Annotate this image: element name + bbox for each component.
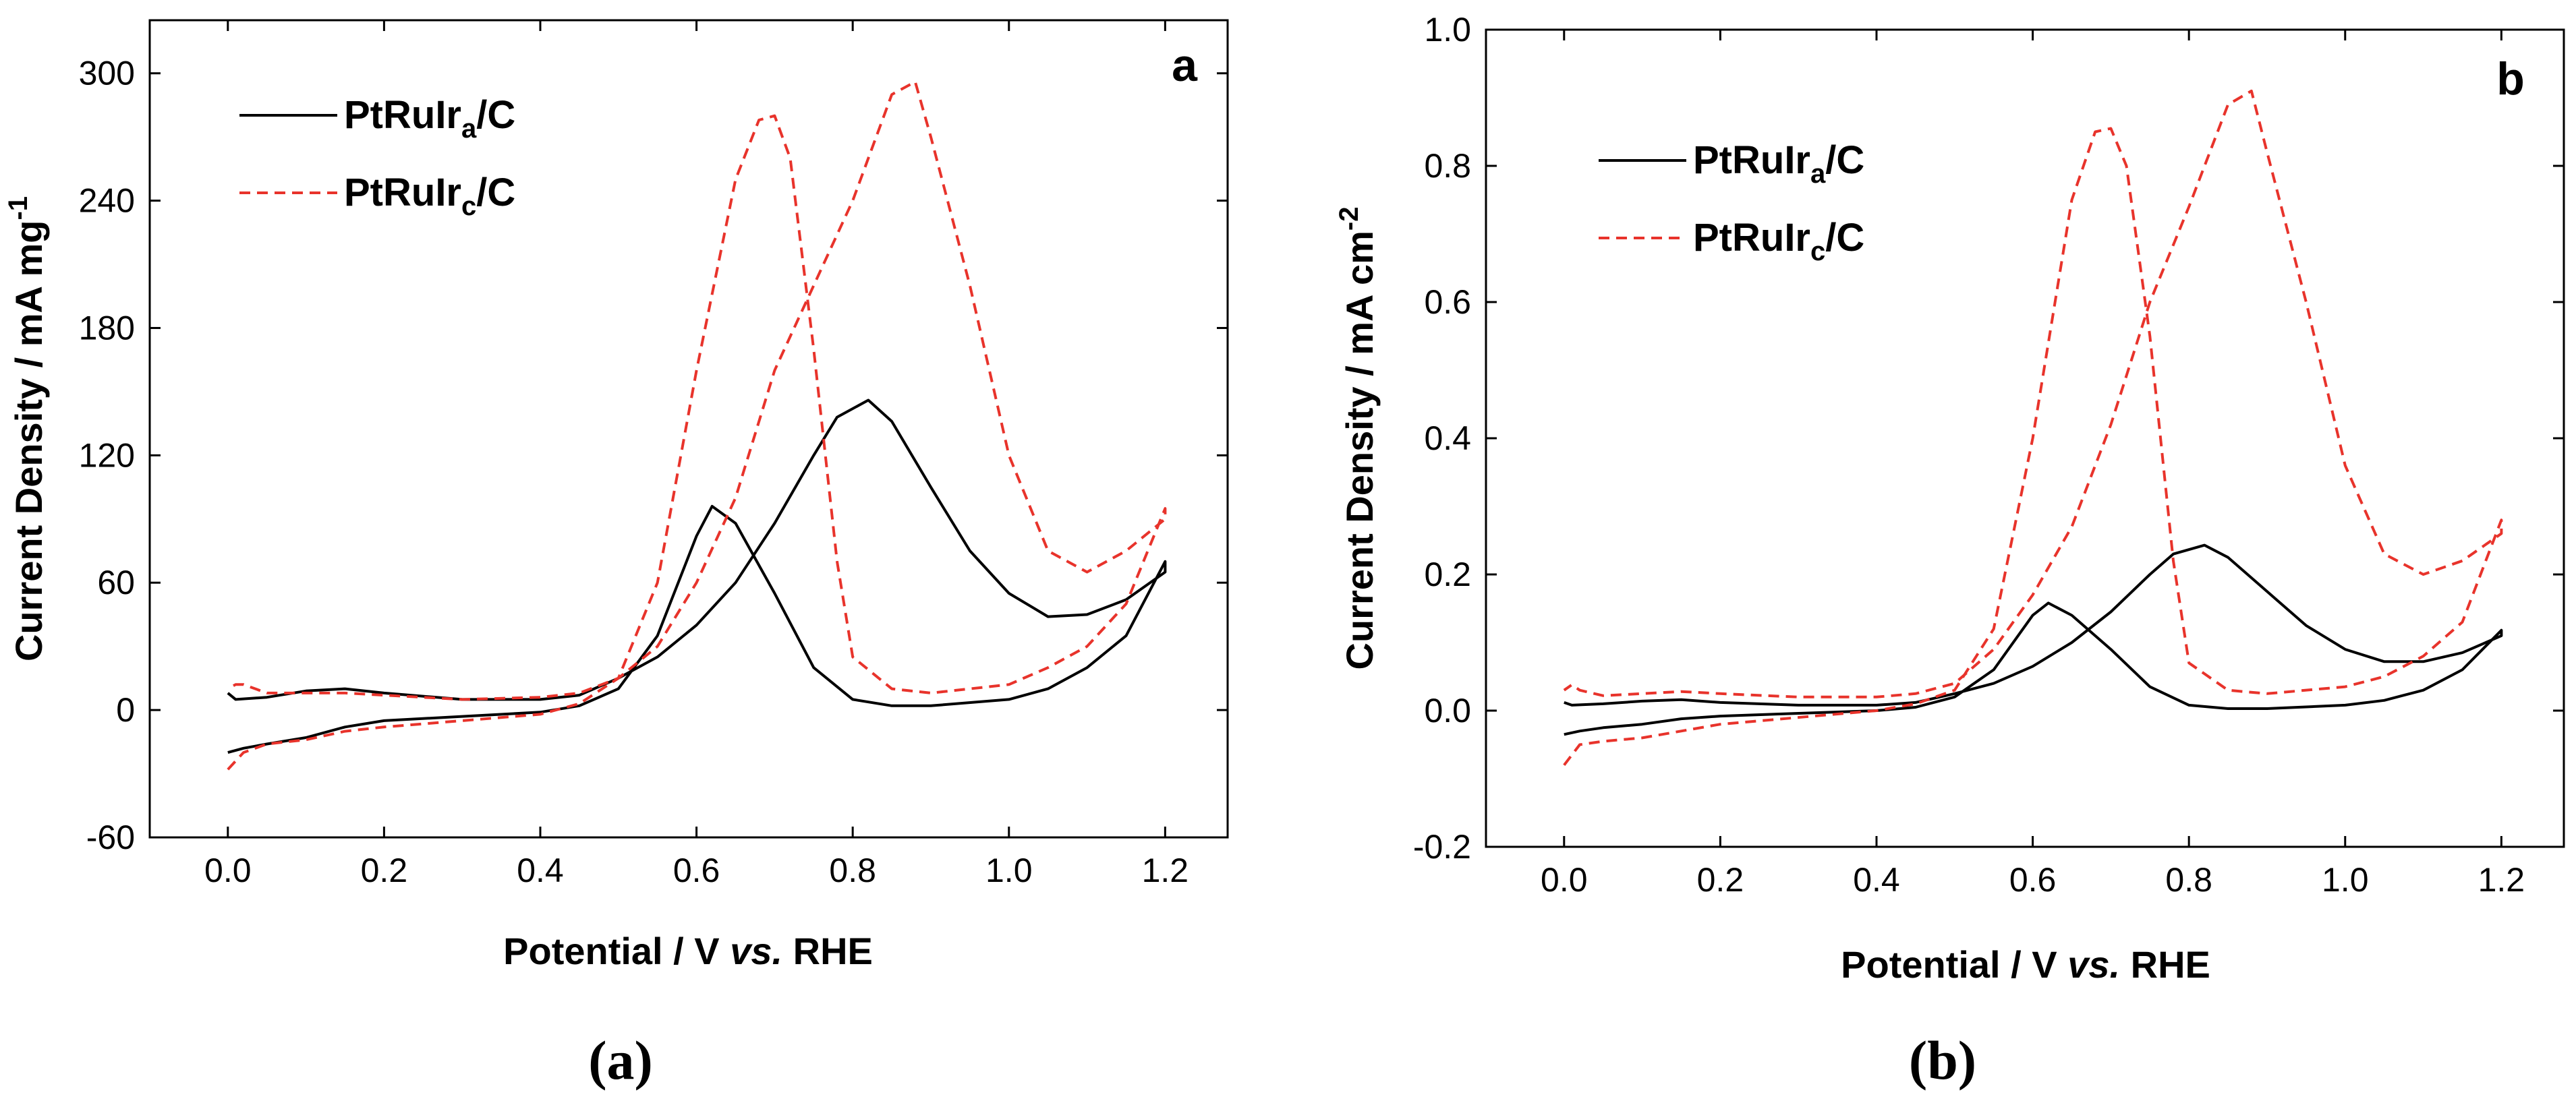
y-tick-label: -60 [86,819,135,856]
x-tick-label: 1.2 [2478,861,2525,899]
x-axis: 0.0 0.2 0.4 0.6 0.8 1.0 1.2 [204,20,1189,889]
y-tick-label: 0.2 [1424,556,1471,593]
y-axis: -60 0 60 120 180 240 300 [79,55,1228,856]
y-tick-label: 0.0 [1424,692,1471,730]
chart-panel-b: 0.0 0.2 0.4 0.6 0.8 1.0 1.2 -0.20.00.20.40.60.… [1334,11,2565,1091]
y-tick-label: 180 [79,309,135,347]
y-axis: -0.2 0.0 0.2 0.4 0.6 0.8 1.0 [1413,11,2564,866]
x-axis: 0.0 0.2 0.4 0.6 0.8 1.0 1.2 [1541,30,2525,899]
legend-label-ptruir-a: PtRuIra/C [344,93,515,144]
x-tick-label: 0.4 [517,852,564,889]
x-tick-label: 1.2 [1142,852,1189,889]
legend-label-ptruir-a: PtRuIra/C [1693,138,1864,189]
x-tick-label: 0.6 [673,852,720,889]
series-line-ptruir-a-c [1564,543,2503,736]
series-line-ptruir-c-c [1563,89,2503,767]
x-tick-label: 0.8 [829,852,876,889]
y-tick-label: 0.6 [1424,283,1471,321]
y-tick-label: 60 [97,564,135,601]
legend-label-ptruir-c: PtRuIrc/C [344,171,515,221]
y-tick-label: 1.0 [1424,11,1471,49]
series-layer [1563,89,2503,767]
x-axis-label: Potential / V vs. RHE [503,930,873,972]
x-tick-label: 1.0 [985,852,1033,889]
x-tick-label: 0.4 [1853,861,1900,899]
y-tick-label: 0.8 [1424,147,1471,185]
x-tick-label: 0.0 [1541,861,1588,899]
y-tick-label: 240 [79,182,135,220]
y-tick-label: -0.2 [1413,828,1471,866]
plot-frame [148,19,1229,839]
chart-panel-a: 0.0 0.2 0.4 0.6 0.8 1.0 1.2 -60 0 60 120 180 240 300… [3,19,1229,1091]
x-tick-label: 0.0 [204,852,252,889]
legend: PtRuIra/C PtRuIrc/C [1599,138,1864,266]
y-tick-label: 0.4 [1424,419,1471,457]
panel-letter-b: b [2496,53,2525,105]
y-tick-label: 300 [79,55,135,92]
figure-caption-a: (a) [588,1030,653,1091]
x-tick-label: 0.6 [2009,861,2057,899]
y-tick-label: 120 [79,436,135,474]
x-tick-label: 0.2 [1697,861,1744,899]
series-layer [227,80,1167,771]
x-tick-label: 1.0 [2322,861,2369,899]
legend: PtRuIra/C PtRuIrc/C [239,93,515,221]
y-axis-label: Current Density / mA mg-1 [3,196,50,661]
panel-letter-a: a [1172,40,1198,91]
x-tick-label: 0.8 [2165,861,2212,899]
y-axis-label: Current Density / mA cm-2 [1334,207,1381,670]
x-axis-label: Potential / V vs. RHE [1841,943,2210,986]
series-line-ptruir-c-c [227,80,1167,771]
series-line-ptruir-a-c [227,398,1167,754]
y-tick-label: 0 [116,691,135,729]
figure-caption-b: (b) [1909,1030,1976,1091]
x-tick-label: 0.2 [361,852,408,889]
legend-label-ptruir-c: PtRuIrc/C [1693,216,1864,266]
